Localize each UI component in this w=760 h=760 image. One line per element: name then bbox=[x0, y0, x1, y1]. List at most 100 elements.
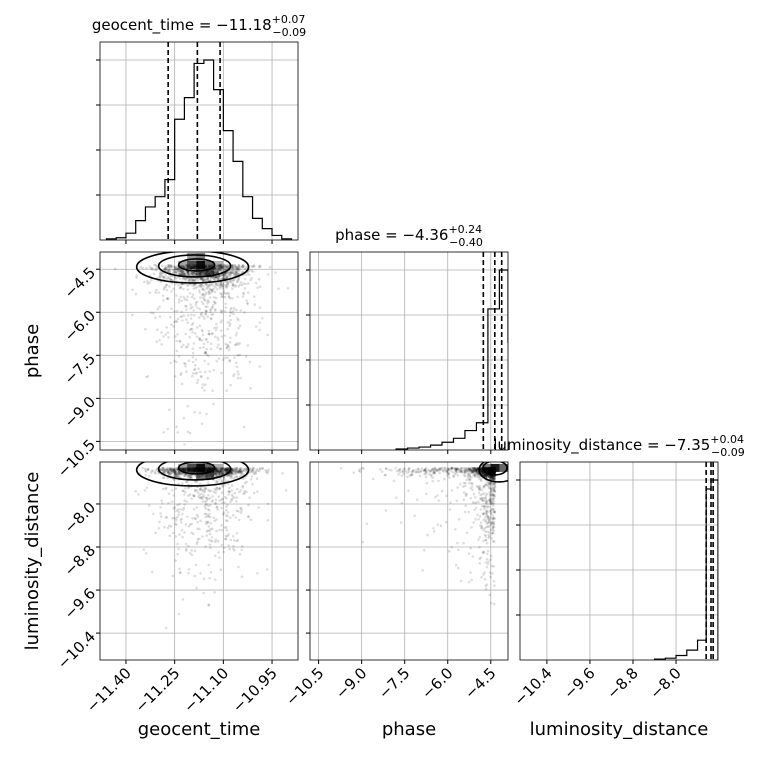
xaxis-label-phase: phase bbox=[382, 719, 436, 740]
scatter-point bbox=[432, 470, 436, 474]
scatter-point bbox=[217, 466, 220, 470]
scatter-point bbox=[195, 271, 198, 274]
scatter-point bbox=[479, 493, 483, 497]
scatter-point bbox=[191, 283, 194, 287]
scatter-point bbox=[233, 270, 237, 273]
scatter-point bbox=[223, 295, 227, 299]
scatter-point bbox=[491, 492, 494, 496]
density-cell bbox=[178, 463, 188, 472]
scatter-point bbox=[490, 521, 494, 525]
scatter-point bbox=[238, 468, 241, 471]
scatter-point bbox=[206, 277, 209, 281]
scatter-point bbox=[222, 282, 225, 285]
scatter-point bbox=[180, 372, 183, 375]
scatter-point bbox=[220, 309, 224, 313]
scatter-point bbox=[173, 506, 177, 509]
scatter-point bbox=[201, 383, 205, 386]
scatter-point bbox=[231, 514, 235, 517]
scatter-point bbox=[217, 470, 221, 474]
scatter-point bbox=[472, 521, 476, 524]
scatter-point bbox=[228, 322, 232, 325]
scatter-point bbox=[475, 470, 479, 473]
scatter-point bbox=[223, 483, 227, 487]
scatter-point bbox=[215, 275, 218, 279]
scatter-point bbox=[251, 470, 254, 473]
scatter-point bbox=[460, 470, 463, 473]
scatter-point bbox=[215, 472, 218, 475]
scatter-point bbox=[417, 468, 421, 471]
scatter-point bbox=[187, 278, 191, 282]
scatter-point bbox=[493, 471, 496, 474]
scatter-point bbox=[224, 273, 227, 277]
scatter-point bbox=[183, 467, 187, 470]
scatter-point bbox=[358, 468, 362, 471]
scatter-point bbox=[185, 272, 189, 275]
scatter-point bbox=[198, 273, 202, 277]
scatter-point bbox=[177, 472, 181, 475]
scatter-point bbox=[141, 266, 144, 270]
scatter-point bbox=[191, 517, 194, 520]
scatter-point bbox=[237, 285, 240, 288]
scatter-point bbox=[186, 345, 189, 348]
scatter-point bbox=[173, 467, 176, 471]
scatter-point bbox=[473, 467, 477, 470]
scatter-point bbox=[465, 469, 469, 473]
scatter-point bbox=[219, 263, 222, 267]
scatter-point bbox=[465, 492, 468, 496]
scatter-point bbox=[217, 471, 221, 474]
scatter-point bbox=[206, 521, 210, 524]
scatter-point bbox=[489, 500, 493, 504]
xtick-label-geocent_time: −11.40 bbox=[83, 664, 135, 716]
scatter-point bbox=[208, 496, 212, 500]
scatter-point bbox=[192, 314, 196, 317]
scatter-point bbox=[484, 494, 488, 497]
scatter-point bbox=[220, 472, 224, 476]
scatter-point bbox=[493, 489, 497, 492]
scatter-point bbox=[398, 470, 402, 474]
scatter-point bbox=[489, 499, 492, 502]
scatter-point bbox=[459, 467, 462, 471]
scatter-point bbox=[489, 502, 492, 506]
scatter-point bbox=[167, 265, 170, 268]
scatter-point bbox=[170, 290, 173, 293]
scatter-point bbox=[277, 287, 280, 291]
scatter-point bbox=[249, 387, 252, 390]
scatter-point bbox=[220, 371, 223, 375]
scatter-point bbox=[206, 514, 209, 518]
scatter-point bbox=[220, 471, 224, 474]
scatter-point bbox=[178, 272, 182, 275]
scatter-point bbox=[187, 272, 190, 276]
scatter-point bbox=[489, 481, 493, 485]
scatter-point bbox=[163, 276, 166, 280]
scatter-point bbox=[190, 522, 193, 526]
scatter-point bbox=[209, 284, 212, 287]
scatter-point bbox=[225, 467, 228, 471]
scatter-point bbox=[184, 542, 188, 546]
scatter-point bbox=[225, 265, 229, 269]
scatter-point bbox=[433, 471, 437, 475]
scatter-point bbox=[186, 475, 190, 478]
scatter-point bbox=[224, 469, 227, 473]
scatter-point bbox=[438, 469, 442, 472]
scatter-point bbox=[460, 466, 463, 470]
scatter-point bbox=[183, 468, 186, 472]
scatter-point bbox=[484, 561, 488, 564]
scatter-point bbox=[217, 551, 220, 554]
scatter-point bbox=[460, 470, 464, 474]
scatter-point bbox=[113, 267, 117, 271]
scatter-point bbox=[457, 548, 460, 552]
scatter-point bbox=[238, 490, 241, 494]
scatter-point bbox=[217, 357, 221, 360]
scatter-point bbox=[178, 340, 182, 343]
scatter-point bbox=[191, 331, 194, 334]
scatter-point bbox=[192, 494, 195, 497]
scatter-point bbox=[227, 292, 231, 296]
scatter-point bbox=[168, 468, 171, 472]
scatter-point bbox=[152, 512, 155, 516]
scatter-point bbox=[171, 468, 174, 472]
scatter-point bbox=[183, 531, 186, 534]
scatter-point bbox=[196, 474, 200, 478]
scatter-point bbox=[198, 411, 202, 415]
scatter-point bbox=[237, 272, 241, 276]
scatter-point bbox=[214, 491, 217, 495]
